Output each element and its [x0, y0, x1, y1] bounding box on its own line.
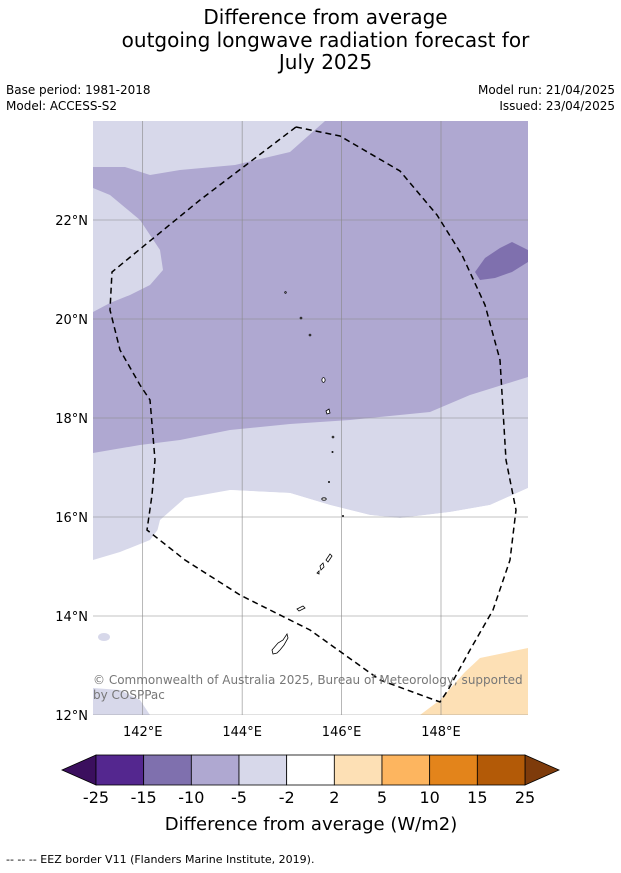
copyright-line-2: by COSPPac	[93, 688, 165, 702]
map-title: Difference from average outgoing longwav…	[0, 6, 621, 74]
title-line-3: July 2025	[278, 50, 373, 74]
map-panel: © Commonwealth of Australia 2025, Bureau…	[93, 121, 528, 715]
island	[284, 291, 287, 294]
title-line-1: Difference from average	[203, 5, 448, 29]
colorbar-bin	[238, 754, 288, 786]
issued-date: Issued: 23/04/2025	[499, 99, 615, 113]
island	[331, 435, 335, 439]
lat-tick-label: 22°N	[55, 214, 88, 229]
island	[321, 497, 327, 501]
colorbar-bin	[190, 754, 240, 786]
colorbar-under-triangle	[61, 754, 97, 786]
latitude-tick-labels: 12°N 14°N 16°N 18°N 20°N 22°N	[55, 214, 88, 724]
anomaly-region-light-orange	[420, 648, 528, 715]
colorbar-bin	[429, 754, 478, 786]
anomaly-region-purple	[475, 242, 528, 280]
colorbar-bin	[381, 754, 431, 786]
island	[341, 515, 344, 518]
anomaly-region-light-lavender-sw	[93, 688, 150, 715]
island-saipan	[325, 553, 333, 563]
island	[321, 377, 326, 383]
island-guam	[271, 633, 289, 655]
colorbar-tick-label: -25	[83, 788, 109, 807]
anomaly-region-near-average-2	[140, 488, 528, 715]
island	[299, 316, 303, 320]
lon-tick-label: 148°E	[421, 725, 461, 740]
lon-tick-label: 142°E	[123, 725, 163, 740]
colorbar-label: Difference from average (W/m2)	[165, 814, 457, 835]
colorbar-tick-label: -15	[131, 788, 157, 807]
gridlines	[93, 121, 528, 715]
island	[331, 450, 334, 453]
title-line-2: outgoing longwave radiation forecast for	[121, 27, 530, 52]
lat-tick-label: 16°N	[55, 511, 88, 526]
base-period: Base period: 1981-2018	[6, 83, 151, 97]
colorbar-tick-label: 2	[329, 788, 339, 807]
island-rota	[296, 605, 306, 612]
colorbar-tick-label: 10	[419, 788, 439, 807]
colorbar-bin	[286, 754, 335, 786]
anomaly-region-lavender	[93, 121, 528, 453]
colorbar-bin	[143, 754, 192, 786]
colorbar-bin	[95, 754, 145, 786]
colorbar-tick-label: 25	[515, 788, 535, 807]
model-name: Model: ACCESS-S2	[6, 99, 118, 113]
anomaly-speck	[98, 633, 110, 641]
copyright-line-1: © Commonwealth of Australia 2025, Bureau…	[93, 673, 523, 687]
anomaly-region-near-average-3	[93, 498, 190, 715]
longitude-tick-labels: 142°E 144°E 146°E 148°E	[123, 725, 461, 740]
colorbar-over-triangle	[524, 754, 560, 786]
island-tinian	[319, 562, 325, 571]
island	[327, 480, 330, 483]
meta-left: Base period: 1981-2018 Model: ACCESS-S2	[6, 82, 151, 114]
lon-tick-label: 144°E	[222, 725, 262, 740]
model-run: Model run: 21/04/2025	[477, 83, 615, 97]
eez-border	[109, 126, 517, 703]
lat-tick-label: 20°N	[55, 313, 88, 328]
lon-tick-label: 146°E	[322, 725, 362, 740]
colorbar-bin	[476, 754, 526, 786]
island	[308, 333, 312, 337]
colorbar-tick-label: -5	[231, 788, 247, 807]
meta-right: Model run: 21/04/2025 Issued: 23/04/2025	[478, 82, 615, 114]
colorbar-tick-label: -2	[279, 788, 295, 807]
lat-tick-label: 12°N	[55, 709, 88, 724]
lat-tick-label: 18°N	[55, 412, 88, 427]
colorbar: -25 -15 -10 -5 -2 2 5 10 15 25	[61, 754, 560, 807]
anomaly-region-lavender-cutout	[93, 188, 163, 312]
island	[325, 408, 331, 415]
colorbar-tick-label: -10	[178, 788, 204, 807]
eez-legend-text: -- -- -- EEZ border V11 (Flanders Marine…	[6, 853, 315, 866]
islands	[271, 291, 344, 655]
colorbar-bin	[333, 754, 383, 786]
lat-tick-label: 14°N	[55, 610, 88, 625]
colorbar-tick-label: 15	[467, 788, 487, 807]
island-aguijan	[316, 570, 320, 575]
colorbar-tick-label: 5	[377, 788, 387, 807]
